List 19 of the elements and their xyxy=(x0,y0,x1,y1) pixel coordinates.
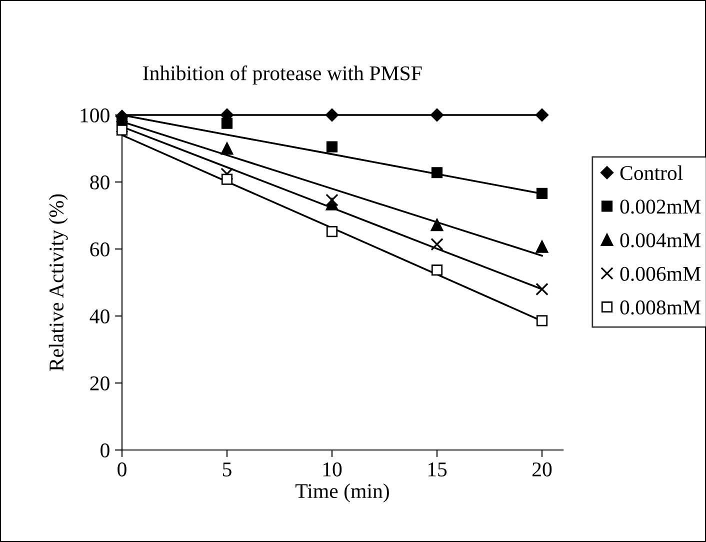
x-tick-label: 10 xyxy=(323,462,342,476)
x-tick-label: 15 xyxy=(428,462,447,476)
x-tick-label: 0 xyxy=(118,462,126,476)
y-tick-label: 20 xyxy=(90,376,110,390)
y-tick-label: 40 xyxy=(90,309,110,324)
legend-label: 0.006mM xyxy=(620,266,700,281)
legend-label: 0.004mM xyxy=(620,233,700,248)
x-tick-label: 20 xyxy=(532,462,552,476)
chart-title: Inhibition of protease with PMSF xyxy=(143,65,422,85)
legend-label: Control xyxy=(620,165,683,180)
y-axis-title: Relative Activity (%) xyxy=(48,194,68,371)
legend-label: 0.002mM xyxy=(620,200,700,214)
y-tick-label: 60 xyxy=(90,242,110,256)
y-tick-label: 80 xyxy=(90,175,110,190)
y-tick-label: 100 xyxy=(80,108,110,122)
legend-label: 0.008mM xyxy=(620,300,700,315)
x-tick-label: 5 xyxy=(223,462,232,476)
y-tick-label: 0 xyxy=(100,443,110,458)
x-axis-title: Time (min) xyxy=(296,483,389,502)
